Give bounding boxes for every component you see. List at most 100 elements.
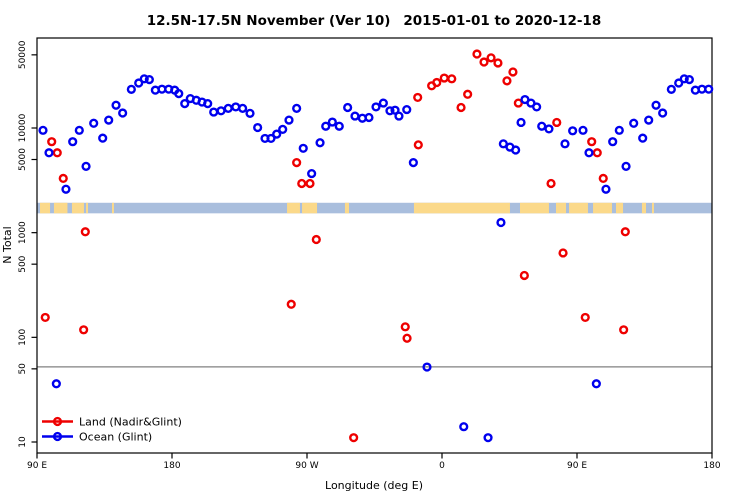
data-point-ocean: [378, 98, 388, 108]
data-point-land: [513, 98, 523, 108]
data-point-ocean: [104, 115, 114, 125]
data-point-ocean: [614, 125, 624, 135]
y-tick-label: 1000: [18, 221, 28, 244]
data-point-land: [292, 158, 302, 168]
data-point-ocean: [38, 125, 48, 135]
plot-area: 90 E 180 90 W 0 90 E 180 50000 10000 5000 1000 500…: [18, 37, 721, 471]
data-point-ocean: [621, 161, 631, 171]
plot-frame: [36, 37, 713, 454]
data-point-ocean: [253, 122, 263, 133]
data-point-land: [519, 270, 529, 281]
data-point-land: [552, 117, 562, 128]
data-point-land: [463, 89, 473, 99]
data-point-ocean: [209, 107, 219, 117]
data-point-ocean: [118, 108, 128, 118]
data-point-ocean: [402, 104, 412, 115]
data-point-ocean: [496, 217, 506, 228]
map-band-land: [641, 202, 646, 214]
data-point-ocean: [231, 102, 241, 112]
data-point-ocean: [327, 117, 337, 127]
data-point-land: [349, 433, 359, 443]
data-point-land: [305, 178, 315, 189]
data-point-land: [456, 102, 466, 113]
map-band-land: [86, 202, 88, 214]
data-point-ocean: [371, 102, 381, 112]
data-point-land: [439, 73, 449, 83]
data-point-ocean: [238, 103, 248, 113]
map-band-land: [593, 202, 612, 214]
data-point-land: [502, 76, 512, 86]
x-tick-label: 180: [703, 461, 720, 471]
data-point-land: [79, 325, 89, 335]
data-point-land: [486, 53, 496, 63]
data-point-land: [413, 140, 423, 150]
data-point-land: [400, 322, 410, 332]
data-point-land: [592, 148, 602, 158]
map-band-land: [287, 202, 300, 214]
data-point-land: [297, 178, 307, 189]
data-point-ocean: [89, 118, 99, 128]
map-band-land: [569, 202, 588, 214]
data-point-ocean: [203, 99, 213, 109]
data-point-land: [620, 227, 630, 237]
data-point-ocean: [666, 84, 676, 94]
map-band-land: [40, 202, 51, 214]
data-point-land: [432, 77, 442, 88]
data-point-ocean: [298, 143, 308, 153]
y-tick-label: 500: [18, 255, 28, 272]
data-point-ocean: [334, 121, 344, 131]
data-point-ocean: [44, 148, 54, 158]
map-band-land: [652, 202, 654, 214]
data-point-ocean: [272, 129, 282, 139]
data-point-land: [619, 325, 629, 335]
map-band-land: [556, 202, 567, 214]
data-point-ocean: [134, 78, 144, 88]
data-point-land: [58, 173, 68, 183]
data-point-land: [493, 58, 503, 68]
data-point-land: [479, 57, 489, 67]
data-point-ocean: [343, 102, 353, 113]
data-point-ocean: [385, 106, 395, 116]
map-band-land: [71, 202, 84, 214]
data-point-land: [472, 49, 482, 59]
data-point-ocean: [591, 379, 601, 389]
y-tick-label: 50000: [18, 40, 28, 69]
data-point-ocean: [568, 126, 578, 136]
data-point-land: [311, 234, 321, 245]
data-point-ocean: [266, 133, 276, 144]
data-point-ocean: [245, 108, 255, 118]
data-point-ocean: [408, 158, 418, 168]
map-band-land: [344, 202, 349, 214]
data-point-land: [546, 178, 556, 189]
y-axis-title: N Total: [1, 226, 14, 263]
data-point-ocean: [307, 168, 317, 179]
data-point-ocean: [674, 78, 684, 88]
data-point-ocean: [544, 124, 554, 134]
data-point-land: [447, 74, 457, 84]
data-point-ocean: [704, 84, 714, 94]
y-tick-label: 10: [18, 436, 28, 448]
x-tick-label: 0: [439, 461, 445, 471]
data-point-ocean: [644, 115, 654, 125]
map-band-ocean: [37, 202, 712, 214]
data-point-land: [413, 92, 423, 103]
data-point-ocean: [684, 75, 694, 85]
x-tick-label: 90 W: [295, 461, 318, 471]
data-point-ocean: [511, 145, 521, 155]
data-point-land: [47, 137, 57, 147]
legend-label: Ocean (Glint): [79, 431, 152, 444]
data-point-ocean: [278, 124, 288, 134]
data-point-ocean: [608, 137, 618, 147]
data-point-ocean: [394, 111, 404, 121]
data-point-land: [558, 248, 568, 258]
y-tick-label: 10000: [18, 113, 28, 142]
data-point-land: [52, 148, 62, 158]
data-point-ocean: [516, 117, 526, 128]
data-point-ocean: [144, 75, 154, 85]
data-point-ocean: [126, 84, 136, 94]
data-point-ocean: [68, 137, 78, 147]
data-point-ocean: [560, 139, 570, 149]
data-point-ocean: [284, 115, 294, 125]
data-point-ocean: [679, 74, 689, 84]
